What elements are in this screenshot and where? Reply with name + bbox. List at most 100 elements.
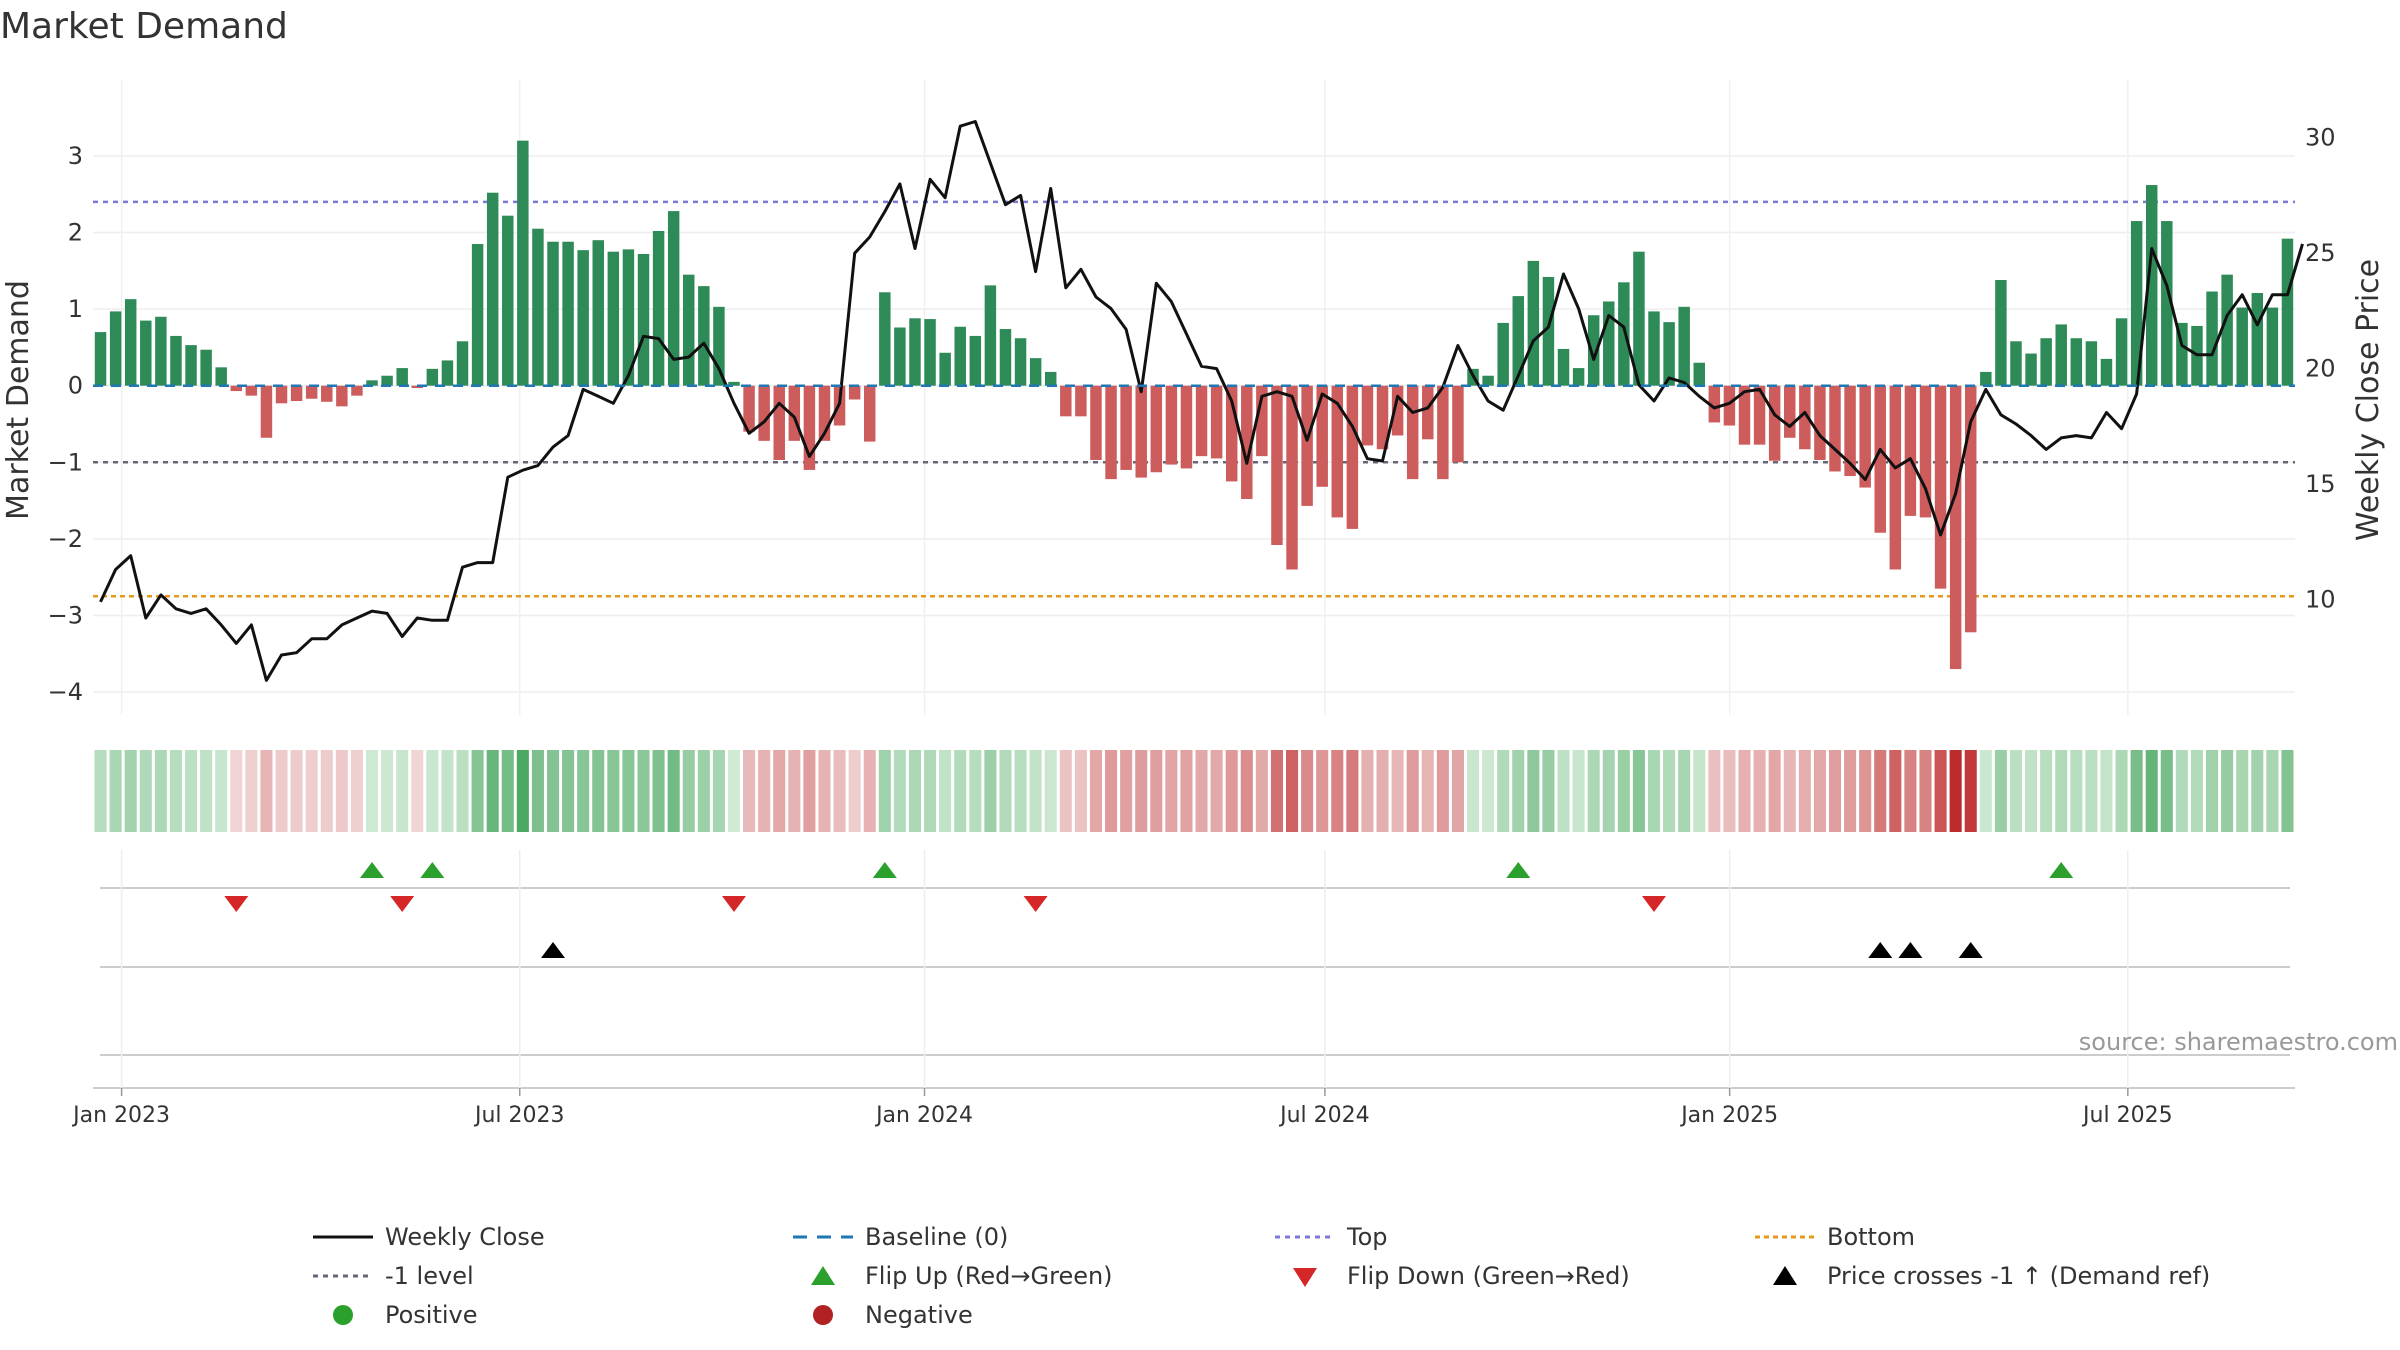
heat-cell	[1497, 750, 1510, 832]
heat-cell	[320, 750, 333, 832]
flip-up-marker	[872, 862, 897, 878]
y2-tick-label: 20	[2305, 355, 2336, 383]
demand-bar	[336, 385, 348, 407]
legend-item: -1 level	[313, 1262, 474, 1290]
demand-bar	[1482, 375, 1494, 386]
x-tick-label: Jan 2025	[1679, 1103, 1778, 1128]
demand-bar	[185, 345, 197, 386]
demand-bar	[2025, 353, 2037, 386]
heat-cell	[2055, 750, 2068, 832]
heat-cell	[1346, 750, 1359, 832]
demand-bar	[939, 352, 951, 386]
demand-bar	[290, 385, 303, 402]
heat-cell	[743, 750, 756, 832]
demand-bar	[1014, 338, 1027, 386]
demand-bar	[2130, 221, 2143, 386]
demand-bar	[155, 316, 167, 386]
heat-cell	[1421, 750, 1434, 832]
demand-bar	[969, 335, 982, 386]
heat-cell	[245, 750, 258, 832]
heat-cell	[1979, 750, 1992, 832]
demand-bar	[260, 385, 273, 438]
demand-bar	[592, 240, 604, 386]
demand-bar	[622, 249, 635, 386]
heat-cell	[1663, 750, 1676, 832]
demand-bar	[924, 319, 936, 386]
heat-cell	[2281, 750, 2294, 832]
heat-cell	[2175, 750, 2188, 832]
demand-bar	[441, 360, 454, 386]
y-tick-label: 0	[68, 372, 83, 400]
demand-bar	[1286, 385, 1298, 570]
demand-bar	[1965, 385, 1977, 633]
legend-label: Negative	[865, 1301, 973, 1329]
demand-bar	[773, 385, 785, 460]
y-tick-label: 3	[68, 142, 83, 170]
demand-bar	[1753, 385, 1766, 445]
heat-cell	[2009, 750, 2023, 832]
demand-bar	[2176, 322, 2188, 386]
demand-bar	[1995, 280, 2007, 386]
heat-cell	[2145, 750, 2158, 832]
heat-cell	[215, 750, 228, 832]
price-cross-marker	[1898, 942, 1923, 958]
flip-down-marker	[1642, 896, 1667, 912]
heat-cell	[1361, 750, 1374, 832]
heat-cell	[1270, 750, 1283, 832]
heat-cell	[1195, 750, 1208, 832]
heat-cell	[1889, 750, 1902, 832]
heat-cell	[396, 750, 409, 832]
price-cross-marker	[1868, 942, 1893, 958]
demand-bar	[1331, 385, 1344, 518]
legend-swatch	[1773, 1266, 1797, 1285]
legend-label: Price crosses -1 ↑ (Demand ref)	[1827, 1262, 2210, 1290]
y-tick-label: −2	[48, 525, 83, 553]
demand-bar	[1437, 385, 1449, 480]
flip-markers-row	[100, 862, 2290, 912]
demand-bar	[607, 251, 620, 386]
demand-bar	[743, 385, 755, 432]
legend-label: Flip Down (Green→Red)	[1347, 1262, 1630, 1290]
heat-cell	[2025, 750, 2038, 832]
heat-cell	[531, 750, 544, 832]
heat-cell	[2190, 750, 2203, 832]
heat-cell	[1165, 750, 1178, 832]
heat-cell	[1798, 750, 1811, 832]
demand-bar	[245, 385, 258, 396]
demand-bar	[1361, 385, 1374, 446]
y-tick-label: −4	[48, 678, 83, 706]
heat-cell	[2040, 750, 2053, 832]
heat-cell	[1029, 750, 1042, 832]
heat-cell	[516, 750, 529, 832]
heat-cell	[1225, 750, 1238, 832]
heat-cell	[1406, 750, 1419, 832]
y2-tick-label: 10	[2305, 586, 2336, 614]
demand-bar	[1497, 322, 1509, 386]
heat-cell	[1678, 750, 1691, 832]
reference-lines	[93, 200, 2295, 598]
flip-up-marker	[2049, 862, 2074, 878]
heat-cell	[712, 750, 725, 832]
legend-label: Bottom	[1827, 1223, 1915, 1251]
demand-bar	[124, 299, 137, 386]
demand-heat-strip	[94, 750, 2294, 832]
demand-bar	[1603, 301, 1615, 386]
demand-bar	[2100, 358, 2113, 386]
demand-bar	[2236, 307, 2248, 386]
demand-bar	[713, 306, 725, 386]
demand-bar	[1768, 385, 1781, 461]
legend-swatch	[333, 1305, 353, 1325]
heat-cell	[1587, 750, 1600, 832]
heat-cell	[1949, 750, 1962, 832]
heat-cell	[939, 750, 952, 832]
price-cross-markers-row	[100, 942, 2290, 968]
x-tick-label: Jul 2023	[473, 1103, 565, 1128]
heat-cell	[1708, 750, 1721, 832]
heat-cell	[1904, 750, 1917, 832]
heat-cell	[154, 750, 167, 832]
demand-bar	[1980, 371, 1992, 386]
heat-cell	[1828, 750, 1842, 832]
demand-bar	[1422, 385, 1434, 440]
heat-cell	[1376, 750, 1389, 832]
